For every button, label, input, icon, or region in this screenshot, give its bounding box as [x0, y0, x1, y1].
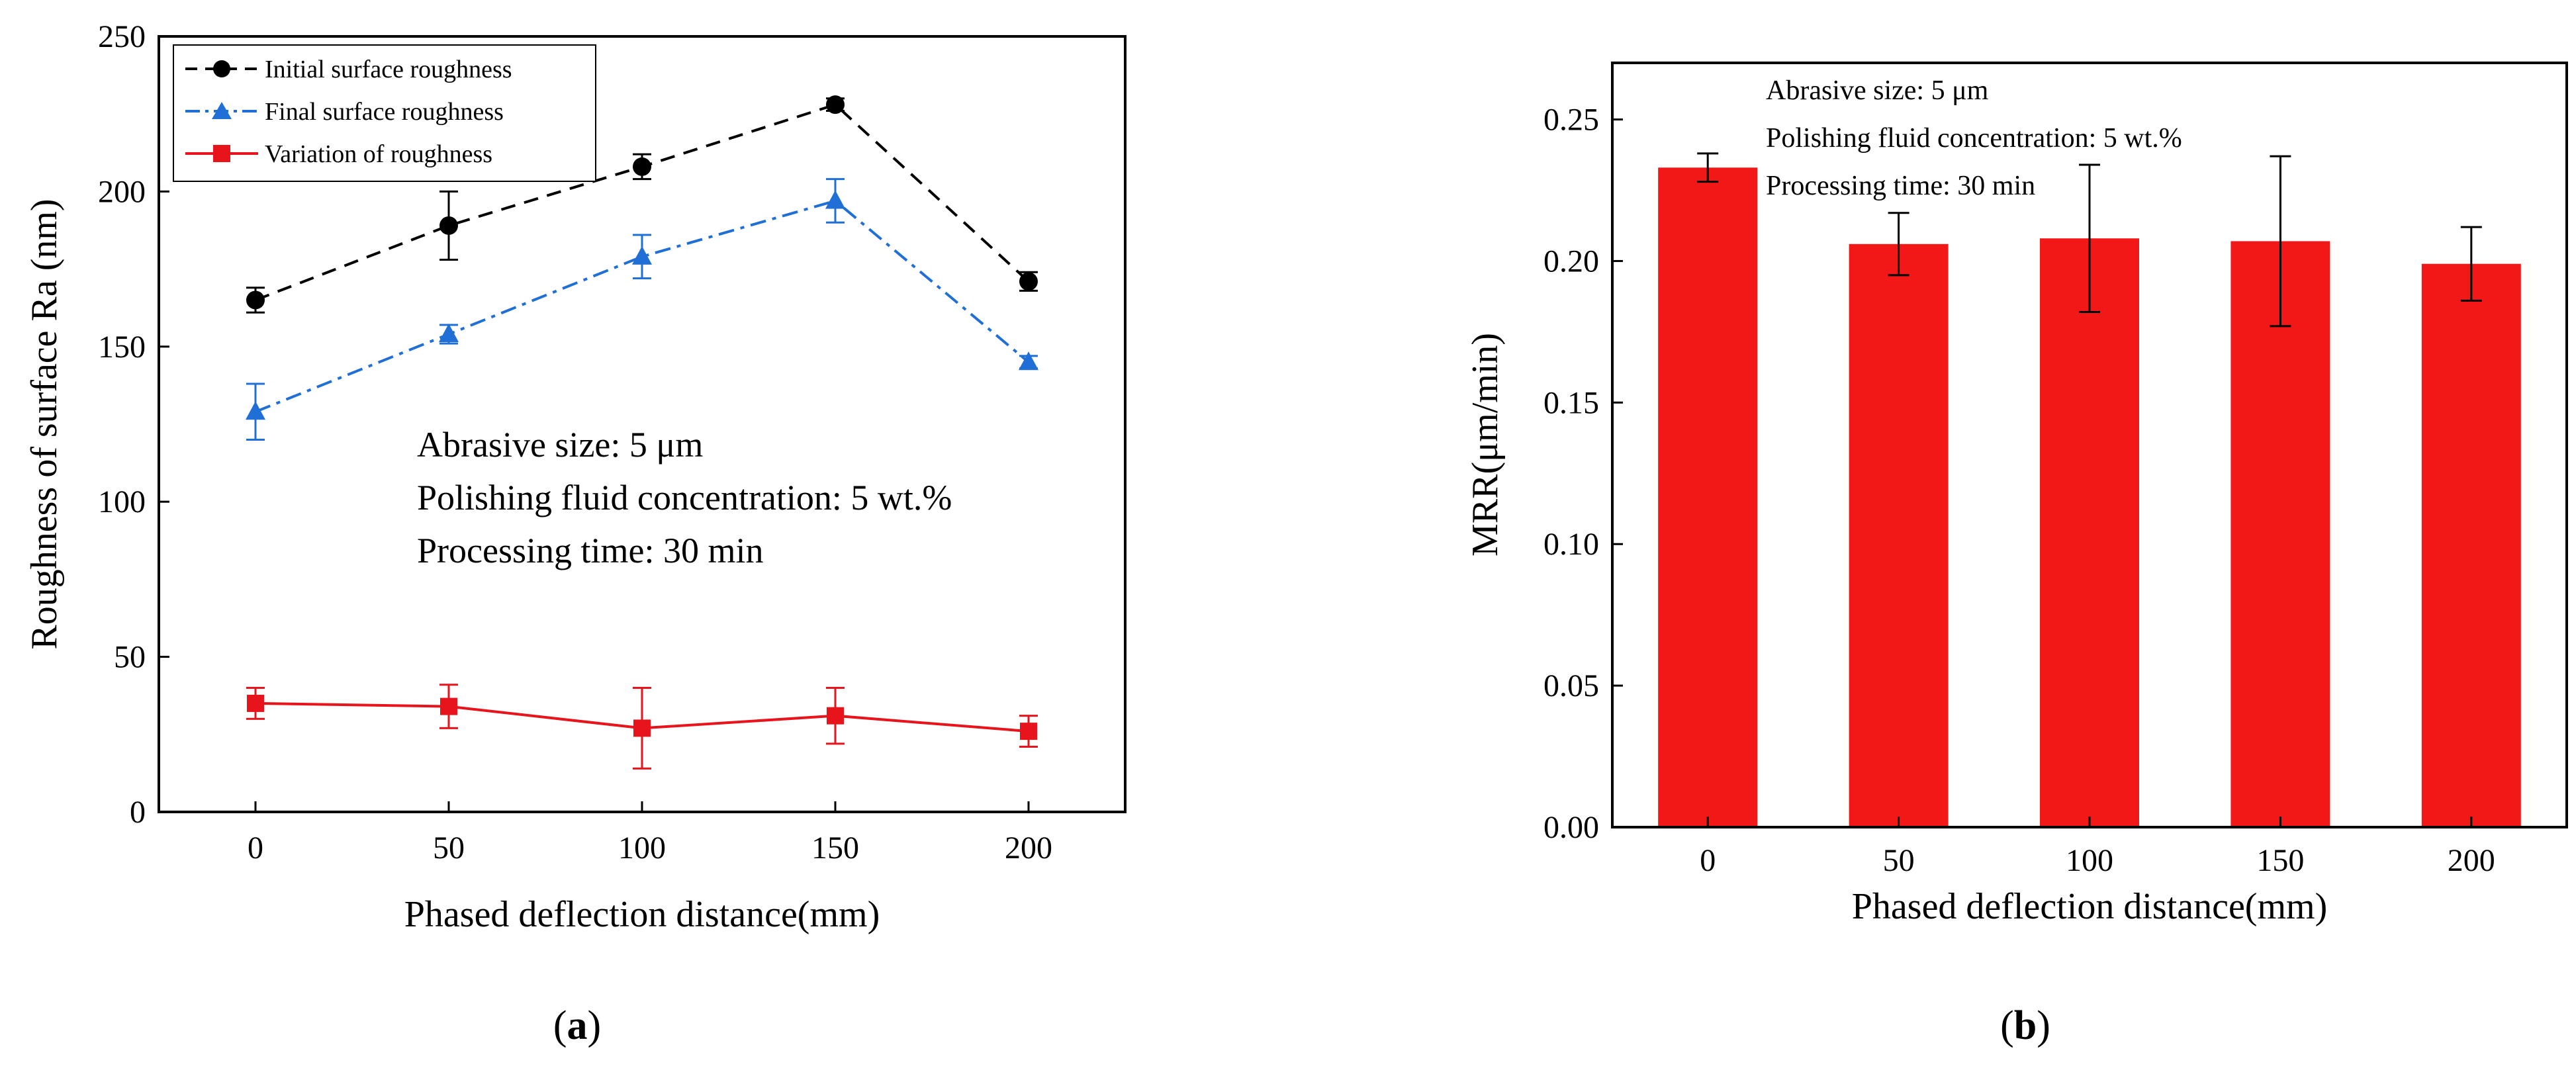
- panel-label-b: (b): [2000, 1003, 2050, 1048]
- chart-a-note-concentration: Polishing fluid concentration: 5 wt.%: [417, 478, 952, 517]
- chart-b-x-tick-label-3: 150: [2256, 843, 2304, 878]
- chart-a-note-abrasive: Abrasive size: 5 μm: [417, 425, 703, 465]
- panel-label-b-letter: b: [2014, 1003, 2037, 1048]
- panel-label-a-open: (: [553, 1003, 567, 1048]
- chart-a-point-2-2: [633, 719, 651, 737]
- legend-label-variation: Variation of roughness: [265, 140, 492, 168]
- chart-b-y-tick-label-0: 0.00: [1543, 810, 1599, 845]
- chart-b: 0.00 0.05 0.10 0.15 0.20 0.25 0 50 100 150 200 Ab…: [1465, 62, 2568, 1048]
- chart-b-x-tick-label-2: 100: [2066, 843, 2113, 878]
- chart-b-x-tick-label-1: 50: [1883, 843, 1915, 878]
- chart-b-x-axis-label: Phased deflection distance(mm): [1852, 886, 2327, 927]
- panel-label-a-close: ): [588, 1003, 602, 1048]
- legend-entry-initial: Initial surface roughness: [185, 56, 512, 83]
- chart-a-x-tick-label-3: 150: [811, 830, 859, 866]
- chart-a-note-time: Processing time: 30 min: [417, 531, 763, 570]
- chart-b-y-axis-label: MRR(μm/min): [1465, 333, 1506, 557]
- legend-entry-variation: Variation of roughness: [185, 140, 492, 168]
- chart-b-bar-1: [1849, 244, 1949, 827]
- chart-a-series-0: [246, 95, 1038, 314]
- chart-b-x-tick-label-4: 200: [2448, 843, 2495, 878]
- chart-a: 0 50 100 150 200 250 0 50 100 150 200 Initial sur…: [24, 19, 1127, 1048]
- chart-b-y-tick-label-3: 0.15: [1543, 385, 1599, 420]
- chart-a-plot-frame: [158, 35, 1127, 813]
- chart-b-plot-frame: [1611, 62, 2568, 828]
- chart-a-y-tick-label-2: 100: [98, 484, 146, 519]
- chart-a-point-0-0: [246, 290, 265, 310]
- chart-b-x-ticks: 0 50 100 150 200: [1700, 817, 2495, 878]
- chart-a-legend-box: [173, 44, 596, 182]
- chart-b-bars: [1658, 152, 2521, 827]
- chart-b-bar-4: [2421, 263, 2521, 827]
- chart-a-point-0-1: [439, 216, 458, 235]
- chart-a-point-0-4: [1019, 272, 1038, 291]
- chart-a-series-2: [246, 684, 1038, 770]
- panel-label-b-open: (: [2000, 1003, 2014, 1048]
- chart-b-note-time: Processing time: 30 min: [1766, 171, 2035, 201]
- chart-a-legend: Initial surface roughness Final surface …: [173, 44, 596, 182]
- chart-b-note-abrasive: Abrasive size: 5 μm: [1766, 75, 1989, 106]
- chart-a-point-0-2: [633, 157, 651, 176]
- chart-a-point-1-4: [1019, 351, 1038, 371]
- panel-label-b-close: ): [2037, 1003, 2050, 1048]
- chart-b-y-tick-label-4: 0.20: [1543, 244, 1599, 279]
- panel-label-a: (a): [553, 1003, 601, 1048]
- chart-a-y-tick-label-3: 150: [98, 330, 146, 365]
- chart-a-x-tick-label-1: 50: [433, 830, 465, 866]
- legend-marker-initial: [213, 60, 230, 77]
- chart-b-y-tick-label-2: 0.10: [1543, 527, 1599, 562]
- chart-a-point-0-3: [826, 95, 845, 114]
- chart-b-bar-3: [2231, 241, 2330, 827]
- legend-marker-variation: [213, 145, 230, 162]
- chart-b-y-tick-label-5: 0.25: [1543, 103, 1599, 138]
- legend-label-initial: Initial surface roughness: [265, 56, 512, 83]
- chart-a-point-2-1: [440, 697, 457, 715]
- chart-a-series: [246, 95, 1038, 770]
- chart-a-point-1-0: [246, 401, 265, 420]
- legend-label-final: Final surface roughness: [265, 98, 504, 126]
- chart-a-x-tick-label-0: 0: [248, 830, 263, 866]
- chart-a-series-line-1: [255, 199, 1030, 414]
- chart-a-point-1-2: [632, 245, 652, 265]
- chart-a-x-tick-label-2: 100: [618, 830, 666, 866]
- chart-a-point-2-3: [827, 707, 844, 725]
- chart-a-x-tick-label-4: 200: [1005, 830, 1052, 866]
- chart-a-point-1-1: [439, 324, 459, 343]
- chart-a-y-tick-label-5: 250: [98, 19, 146, 54]
- chart-b-y-ticks: 0.00 0.05 0.10 0.15 0.20 0.25: [1543, 103, 1623, 845]
- chart-a-x-ticks: 0 50 100 150 200: [248, 801, 1052, 866]
- chart-b-note-concentration: Polishing fluid concentration: 5 wt.%: [1766, 123, 2182, 154]
- chart-a-y-tick-label-1: 50: [114, 640, 146, 675]
- chart-a-y-axis-label: Roughness of surface Ra (nm): [24, 199, 65, 649]
- chart-a-y-tick-label-4: 200: [98, 174, 146, 209]
- chart-b-bar-2: [2040, 238, 2139, 827]
- chart-b-x-tick-label-0: 0: [1700, 843, 1716, 878]
- panel-label-a-letter: a: [567, 1003, 588, 1048]
- chart-a-point-2-0: [247, 694, 264, 712]
- chart-a-y-tick-label-0: 0: [130, 795, 146, 830]
- chart-a-x-axis-label: Phased deflection distance(mm): [404, 894, 880, 935]
- chart-b-bar-0: [1658, 167, 1758, 827]
- chart-a-point-1-3: [825, 190, 845, 209]
- chart-a-point-2-4: [1020, 723, 1037, 740]
- chart-a-series-1: [246, 178, 1038, 441]
- legend-marker-final: [212, 102, 232, 119]
- chart-b-y-tick-label-1: 0.05: [1543, 668, 1599, 703]
- legend-entry-final: Final surface roughness: [185, 98, 504, 126]
- chart-a-y-ticks: 0 50 100 150 200 250: [98, 19, 169, 830]
